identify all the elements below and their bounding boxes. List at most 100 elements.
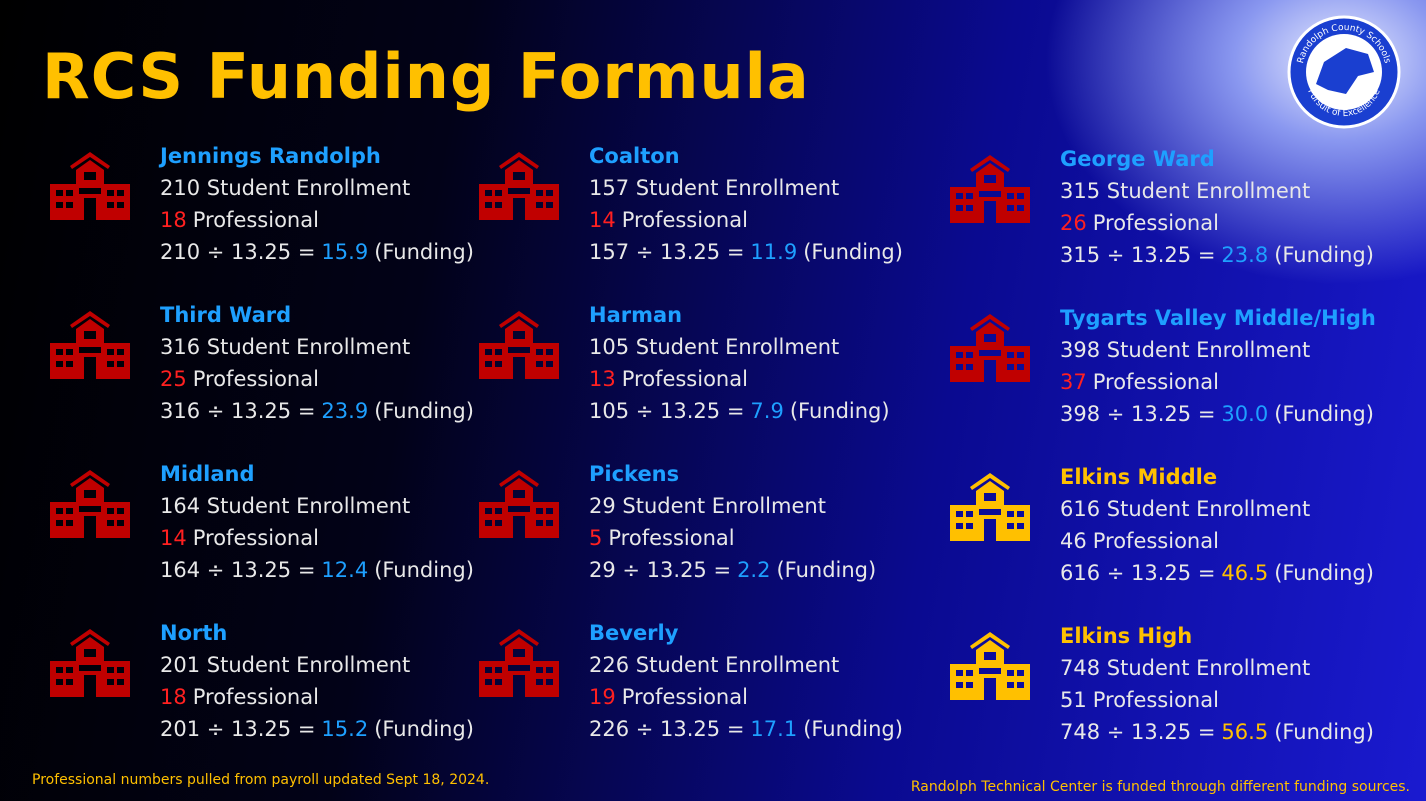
- professional-count: 51: [1060, 688, 1087, 712]
- formula: 157 ÷ 13.25 = 11.9 (Funding): [589, 236, 903, 268]
- funding-value: 2.2: [737, 558, 771, 582]
- formula: 226 ÷ 13.25 = 17.1 (Funding): [589, 713, 903, 745]
- formula: 315 ÷ 13.25 = 23.8 (Funding): [1060, 239, 1374, 271]
- school-icon: [50, 629, 130, 697]
- funding-label: (Funding): [776, 558, 877, 582]
- school-block: Midland 164 Student Enrollment 14 Professio…: [48, 458, 488, 588]
- formula: 616 ÷ 13.25 = 46.5 (Funding): [1060, 557, 1374, 589]
- school-block: Harman 105 Student Enrollment 13 Profession…: [477, 299, 917, 429]
- professional-count: 5: [589, 526, 603, 550]
- professional-label: Professional: [608, 526, 735, 550]
- enrollment: 210 Student Enrollment: [160, 176, 411, 200]
- school-icon: [479, 470, 559, 538]
- professional-label: Professional: [621, 208, 748, 232]
- formula: 398 ÷ 13.25 = 30.0 (Funding): [1060, 398, 1376, 430]
- footnote: Professional numbers pulled from payroll…: [32, 772, 490, 788]
- funding-value: 12.4: [321, 558, 369, 582]
- funding-label: (Funding): [803, 717, 903, 741]
- funding-label: (Funding): [789, 399, 890, 423]
- professional: 26 Professional: [1060, 207, 1374, 239]
- professional-label: Professional: [192, 367, 319, 391]
- school-icon: [479, 311, 559, 379]
- school-icon: [950, 632, 1030, 700]
- formula-text: 210 ÷ 13.25 =: [160, 240, 316, 264]
- professional-label: Professional: [621, 685, 748, 709]
- professional-label: Professional: [621, 367, 748, 391]
- funding-label: (Funding): [1274, 402, 1374, 426]
- enrollment: 201 Student Enrollment: [160, 653, 411, 677]
- professional: 25 Professional: [160, 363, 474, 395]
- formula: 201 ÷ 13.25 = 15.2 (Funding): [160, 713, 474, 745]
- funding-value: 15.9: [321, 240, 369, 264]
- professional-label: Professional: [192, 685, 319, 709]
- professional: 14 Professional: [160, 522, 474, 554]
- formula-text: 316 ÷ 13.25 =: [160, 399, 316, 423]
- professional-count: 18: [160, 685, 187, 709]
- formula-text: 164 ÷ 13.25 =: [160, 558, 316, 582]
- logo: Randolph County Schools Pursuit of Excel…: [1287, 15, 1401, 129]
- professional-label: Professional: [1092, 370, 1219, 394]
- professional: 18 Professional: [160, 681, 474, 713]
- funding-label: (Funding): [1274, 243, 1374, 267]
- school-block: Tygarts Valley Middle/High 398 Student En…: [948, 302, 1388, 432]
- school-name: Pickens: [589, 462, 680, 486]
- school-name: Third Ward: [160, 303, 292, 327]
- school-name: North: [160, 621, 228, 645]
- formula: 210 ÷ 13.25 = 15.9 (Funding): [160, 236, 474, 268]
- school-name: Jennings Randolph: [160, 144, 381, 168]
- school-block: Pickens 29 Student Enrollment 5 Professiona…: [477, 458, 917, 588]
- formula-text: 398 ÷ 13.25 =: [1060, 402, 1216, 426]
- school-icon: [950, 155, 1030, 223]
- school-icon: [50, 311, 130, 379]
- enrollment: 157 Student Enrollment: [589, 176, 840, 200]
- school-block: Beverly 226 Student Enrollment 19 Professio…: [477, 617, 917, 747]
- professional-label: Professional: [192, 208, 319, 232]
- funding-value: 15.2: [321, 717, 369, 741]
- formula-text: 315 ÷ 13.25 =: [1060, 243, 1216, 267]
- school-text: Third Ward 316 Student Enrollment 25 Profes…: [160, 299, 474, 427]
- funding-label: (Funding): [1274, 561, 1374, 585]
- school-icon: [50, 470, 130, 538]
- school-block: Elkins Middle 616 Student Enrollment 46 Pro…: [948, 461, 1388, 591]
- professional: 19 Professional: [589, 681, 903, 713]
- funding-value: 46.5: [1221, 561, 1269, 585]
- title: RCS Funding Formula: [42, 40, 810, 113]
- formula: 748 ÷ 13.25 = 56.5 (Funding): [1060, 716, 1374, 748]
- school-icon: [479, 629, 559, 697]
- school-name: Beverly: [589, 621, 679, 645]
- school-name: Harman: [589, 303, 683, 327]
- enrollment: 315 Student Enrollment: [1060, 179, 1311, 203]
- school-text: Beverly 226 Student Enrollment 19 Professio…: [589, 617, 903, 745]
- school-text: Coalton 157 Student Enrollment 14 Professio…: [589, 140, 903, 268]
- formula-text: 29 ÷ 13.25 =: [589, 558, 732, 582]
- funding-label: (Funding): [374, 717, 474, 741]
- professional: 46 Professional: [1060, 525, 1374, 557]
- school-block: George Ward 315 Student Enrollment 26 Profe…: [948, 143, 1388, 273]
- school-block: Elkins High 748 Student Enrollment 51 Profe…: [948, 620, 1388, 750]
- professional-count: 25: [160, 367, 187, 391]
- school-icon: [950, 314, 1030, 382]
- professional-count: 19: [589, 685, 616, 709]
- professional-label: Professional: [1092, 529, 1219, 553]
- funding-value: 23.9: [321, 399, 369, 423]
- formula-text: 105 ÷ 13.25 =: [589, 399, 745, 423]
- professional-count: 14: [589, 208, 616, 232]
- school-text: Pickens 29 Student Enrollment 5 Professiona…: [589, 458, 876, 586]
- formula-text: 616 ÷ 13.25 =: [1060, 561, 1216, 585]
- formula: 316 ÷ 13.25 = 23.9 (Funding): [160, 395, 474, 427]
- professional-count: 26: [1060, 211, 1087, 235]
- professional-count: 18: [160, 208, 187, 232]
- school-text: Elkins Middle 616 Student Enrollment 46 Pro…: [1060, 461, 1374, 589]
- enrollment: 105 Student Enrollment: [589, 335, 840, 359]
- school-text: Midland 164 Student Enrollment 14 Professio…: [160, 458, 474, 586]
- formula-text: 226 ÷ 13.25 =: [589, 717, 745, 741]
- professional-count: 46: [1060, 529, 1087, 553]
- enrollment: 226 Student Enrollment: [589, 653, 840, 677]
- enrollment: 398 Student Enrollment: [1060, 338, 1311, 362]
- funding-value: 7.9: [750, 399, 784, 423]
- school-block: Third Ward 316 Student Enrollment 25 Profes…: [48, 299, 488, 429]
- school-block: North 201 Student Enrollment 18 Professiona…: [48, 617, 488, 747]
- professional: 5 Professional: [589, 522, 876, 554]
- enrollment: 164 Student Enrollment: [160, 494, 411, 518]
- enrollment: 616 Student Enrollment: [1060, 497, 1311, 521]
